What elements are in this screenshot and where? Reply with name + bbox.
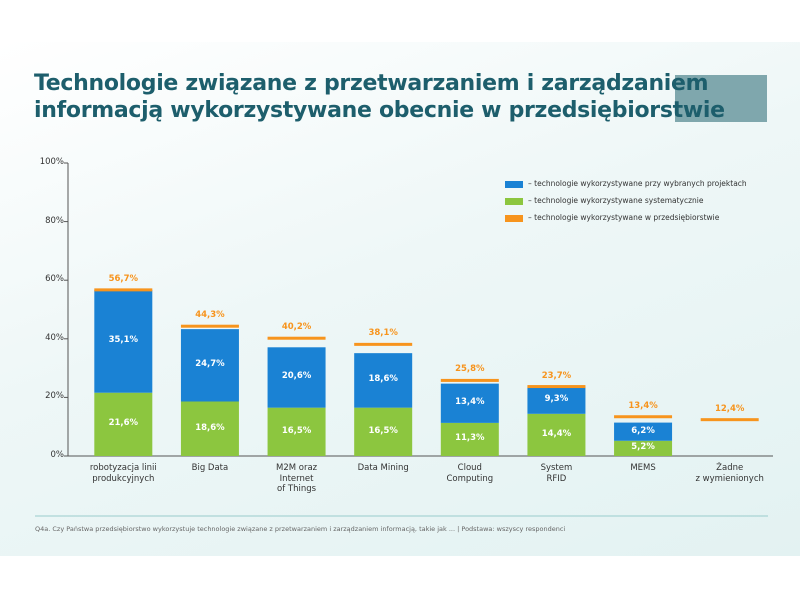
bar-segment xyxy=(354,407,413,456)
bar-segment xyxy=(354,353,413,408)
total-label: 56,7% xyxy=(108,273,139,284)
total-marker xyxy=(94,288,153,292)
value-label: 24,7% xyxy=(195,359,225,370)
value-label: 21,6% xyxy=(108,418,139,429)
bar-segment xyxy=(267,407,326,456)
bar-segment xyxy=(94,392,153,456)
value-label: 11,3% xyxy=(455,433,485,444)
total-marker xyxy=(614,415,673,419)
x-tick-label: Żadne z wymienionych xyxy=(695,463,764,484)
y-tick-label: 0% xyxy=(50,450,65,460)
total-marker xyxy=(267,336,326,340)
x-tick-label: M2M oraz Internet of Things xyxy=(275,463,318,494)
total-label: 44,3% xyxy=(195,310,225,321)
total-marker xyxy=(354,342,413,346)
x-tick-label: robotyzacja linii produkcyjnych xyxy=(89,463,157,484)
y-tick-label: 100% xyxy=(39,157,64,167)
bar-segment xyxy=(440,422,499,456)
value-label: 5,2% xyxy=(631,442,655,453)
legend-swatch xyxy=(505,215,523,222)
y-tick-label: 80% xyxy=(45,215,64,226)
x-tick-label: System RFID xyxy=(540,463,573,484)
total-marker xyxy=(700,418,759,422)
footnote: Q4a. Czy Państwa przedsiębiorstwo wykorz… xyxy=(35,525,566,533)
total-label: 25,8% xyxy=(455,364,485,375)
value-label: 14,4% xyxy=(541,428,572,439)
x-tick-label: Data Mining xyxy=(357,463,409,473)
value-label: 13,4% xyxy=(455,397,485,408)
title-band xyxy=(675,75,767,122)
bar-segment xyxy=(527,386,586,414)
x-tick-label: MEMS xyxy=(630,463,656,473)
legend-swatch xyxy=(505,198,523,205)
total-label: 40,2% xyxy=(281,322,312,333)
legend-label: – technologie wykorzystywane przy wybran… xyxy=(528,179,747,188)
bar-segment xyxy=(94,289,153,393)
value-label: 9,3% xyxy=(544,394,569,405)
bar-segment xyxy=(267,347,326,408)
value-label: 18,6% xyxy=(195,422,225,433)
total-label: 23,7% xyxy=(541,370,572,381)
value-label: 16,5% xyxy=(368,425,398,436)
bar-segment xyxy=(527,413,586,456)
x-tick-label: Big Data xyxy=(191,463,229,473)
value-label: 35,1% xyxy=(108,335,139,346)
value-label: 6,2% xyxy=(631,425,655,436)
bar-segment xyxy=(180,401,239,456)
y-tick-label: 60% xyxy=(45,274,64,285)
value-label: 16,5% xyxy=(281,425,312,436)
total-marker xyxy=(527,385,586,389)
bar-segment xyxy=(614,422,673,441)
total-label: 13,4% xyxy=(628,400,658,411)
value-label: 20,6% xyxy=(281,371,312,382)
y-tick-label: 20% xyxy=(45,391,64,402)
total-label: 12,4% xyxy=(714,403,745,414)
value-label: 18,6% xyxy=(368,374,398,385)
total-marker xyxy=(180,324,239,328)
y-tick-label: 40% xyxy=(45,332,64,343)
total-marker xyxy=(440,378,499,382)
bar-segment xyxy=(440,383,499,423)
total-label: 38,1% xyxy=(368,328,398,339)
x-tick-label: Cloud Computing xyxy=(446,463,494,484)
chart-title: Technologie związane z przetwarzaniem i … xyxy=(34,71,725,123)
bar-segment xyxy=(614,440,673,456)
legend-label: – technologie wykorzystywane systematycz… xyxy=(528,196,704,205)
legend-swatch xyxy=(505,181,523,188)
legend-label: – technologie wykorzystywane w przedsięb… xyxy=(528,213,720,222)
bar-segment xyxy=(180,329,239,402)
